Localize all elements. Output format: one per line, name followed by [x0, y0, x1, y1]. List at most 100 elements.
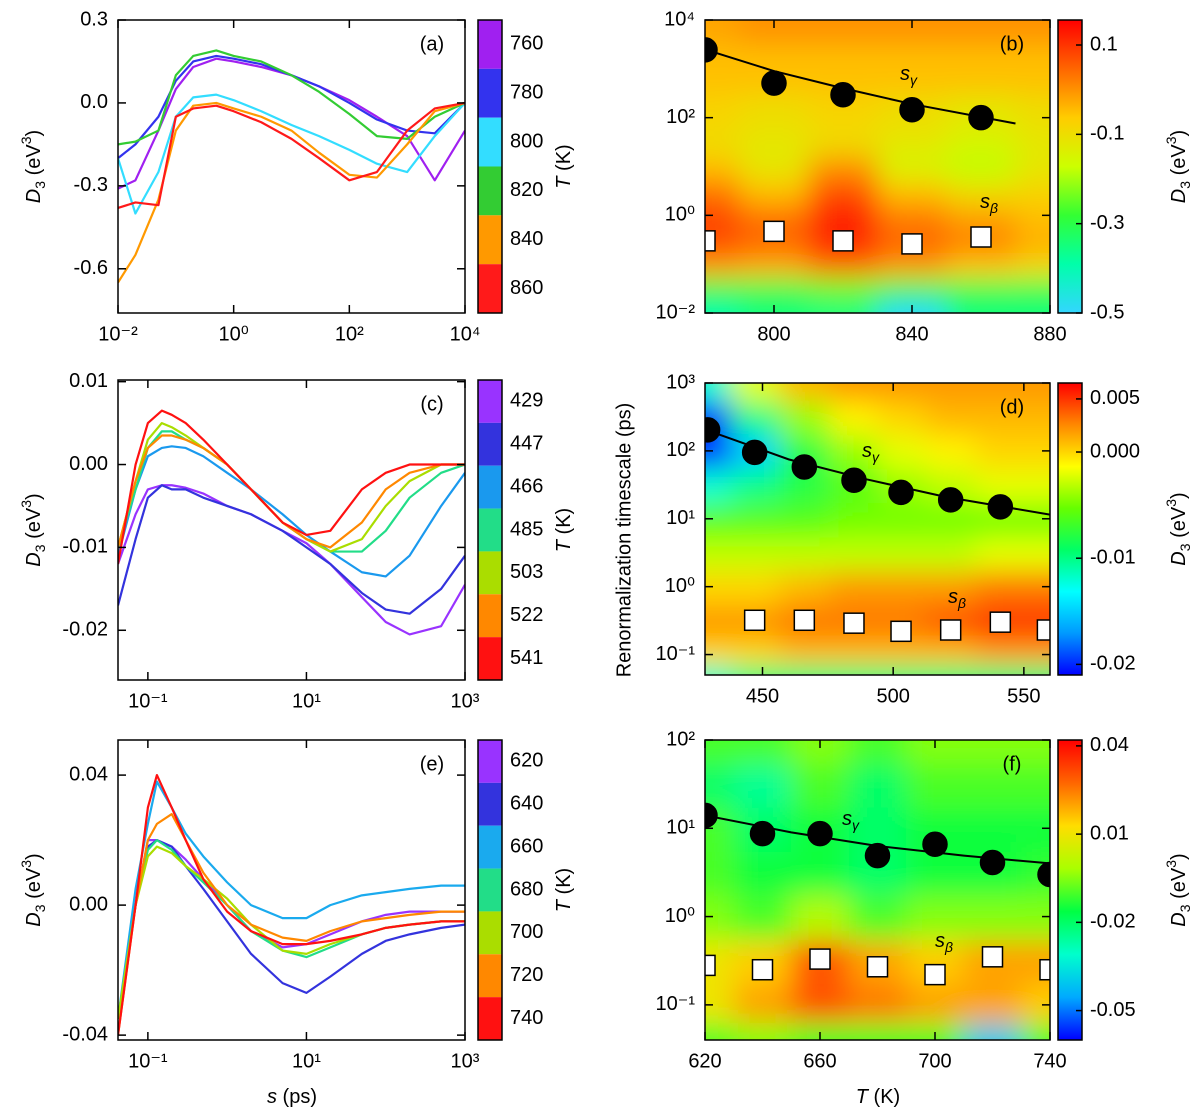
line-series	[118, 421, 465, 553]
circle-marker	[705, 802, 718, 829]
colorbar-title-part: 3	[1177, 543, 1193, 551]
heatmap-cell	[1015, 276, 1050, 302]
heatmap-cell	[946, 20, 1016, 45]
colorbar-tick-label: -0.02	[1090, 653, 1136, 675]
heatmap-cell	[731, 502, 780, 538]
heatmap-cell	[731, 400, 780, 436]
series-label-part: β	[944, 939, 953, 955]
heatmap-cell	[779, 502, 830, 538]
colorbar-swatch	[478, 20, 502, 69]
heatmap-cell	[705, 203, 740, 229]
heatmap-cell	[975, 536, 1026, 571]
heatmap-cell	[1025, 638, 1050, 666]
axes-frame	[704, 739, 1051, 1041]
heatmap-cell	[1015, 179, 1050, 205]
heatmap-cell	[791, 851, 850, 897]
heatmap-cell	[1015, 154, 1050, 180]
x-tick-label: 10⁻²	[98, 323, 138, 345]
heatmap-cell	[791, 1022, 850, 1040]
plot-area	[118, 774, 465, 1036]
heatmap-cell	[705, 638, 732, 666]
line-series	[118, 409, 465, 565]
y-axis-title: Renormalization timescale (ps)	[613, 403, 635, 678]
x-tick-label: 740	[1033, 1050, 1066, 1072]
y-axis-title: D3 (eV3)	[18, 493, 48, 566]
heatmap-cell	[975, 400, 1026, 436]
x-tick-label: 10³	[451, 690, 480, 712]
y-tick-label: -0.3	[74, 174, 108, 196]
circle-marker	[1037, 861, 1050, 888]
circle-marker	[705, 37, 718, 63]
colorbar-swatch	[478, 782, 502, 826]
line-series	[118, 434, 465, 549]
colorbar-swatch	[478, 380, 502, 423]
square-marker	[1039, 958, 1050, 981]
colorbar-title-part: 3	[1163, 860, 1179, 868]
x-tick-label: 10⁴	[450, 323, 481, 345]
heatmap-cell	[739, 179, 809, 205]
y-tick-label: 10¹	[666, 507, 695, 529]
x-tick-label: 10¹	[292, 1050, 321, 1072]
y-tick-label: 10¹	[666, 817, 695, 839]
colorbar-title: D3 (eV3)	[1163, 130, 1193, 203]
colorbar-label: 466	[510, 475, 543, 497]
colorbar-label: 840	[510, 228, 543, 250]
x-tick-label: 620	[688, 1050, 721, 1072]
colorbar-tick-label: 0.1	[1090, 33, 1118, 55]
circle-marker	[761, 70, 787, 96]
heatmap-cell	[739, 93, 809, 131]
x-tick-label: 10¹	[292, 690, 321, 712]
colorbar-title: T (K)	[553, 144, 575, 188]
circle-marker	[937, 487, 964, 513]
colorbar-swatch	[478, 508, 502, 552]
heatmap-cell	[829, 570, 878, 605]
colorbar	[1057, 739, 1083, 1041]
y-tick-label: 10⁴	[664, 8, 695, 30]
y-axis-title-part: )	[23, 493, 45, 500]
square-marker	[705, 954, 716, 977]
circle-marker	[830, 81, 856, 108]
heatmap-cell	[877, 276, 947, 302]
colorbar-title: D3 (eV3)	[1163, 853, 1193, 926]
heatmap-cell	[705, 179, 740, 205]
heatmap-cell	[877, 664, 927, 675]
heatmap-cell	[925, 434, 977, 470]
colorbar-title-part: D	[1168, 912, 1190, 926]
heatmap-cell	[705, 895, 735, 941]
heatmap-cell	[829, 502, 878, 538]
colorbar-title-part: 3	[1163, 136, 1179, 144]
heatmap-cell	[1021, 763, 1050, 808]
heatmap-cell	[705, 44, 740, 94]
colorbar-title-part: )	[1168, 853, 1190, 860]
heatmap-cell	[808, 154, 878, 180]
heatmap-cell	[791, 983, 850, 1023]
heatmap-cell	[705, 664, 732, 675]
square-marker	[981, 946, 1004, 968]
circle-marker	[922, 831, 948, 857]
heatmap-cell	[1025, 468, 1050, 504]
series-label-part: β	[989, 200, 998, 216]
colorbar-swatch	[478, 68, 502, 118]
heatmap-cell	[1025, 400, 1050, 436]
heatmap-cell	[1015, 252, 1050, 278]
colorbar-title-part: (eV	[1168, 867, 1190, 904]
heatmap-cell	[963, 740, 1022, 764]
colorbar-swatch	[478, 594, 502, 638]
colorbar-title: T (K)	[553, 868, 575, 912]
x-axis-title-part: (ps)	[277, 1086, 317, 1108]
circle-marker	[888, 479, 914, 506]
y-tick-label: 10⁻²	[656, 301, 696, 323]
y-axis-title-part: 3	[32, 181, 48, 189]
square-marker	[939, 619, 962, 641]
colorbar-title-part: 3	[1177, 904, 1193, 912]
heatmap-cell	[946, 179, 1016, 205]
circle-marker	[807, 820, 833, 847]
heatmap-cell	[779, 383, 830, 402]
y-axis-title: D3 (eV3)	[18, 853, 48, 926]
square-marker	[705, 230, 716, 252]
heatmap	[705, 740, 1050, 1040]
square-marker	[751, 958, 774, 981]
heatmap-cell	[1021, 807, 1050, 852]
plot-area	[118, 409, 465, 636]
colorbar-tick-label: -0.3	[1090, 212, 1124, 234]
